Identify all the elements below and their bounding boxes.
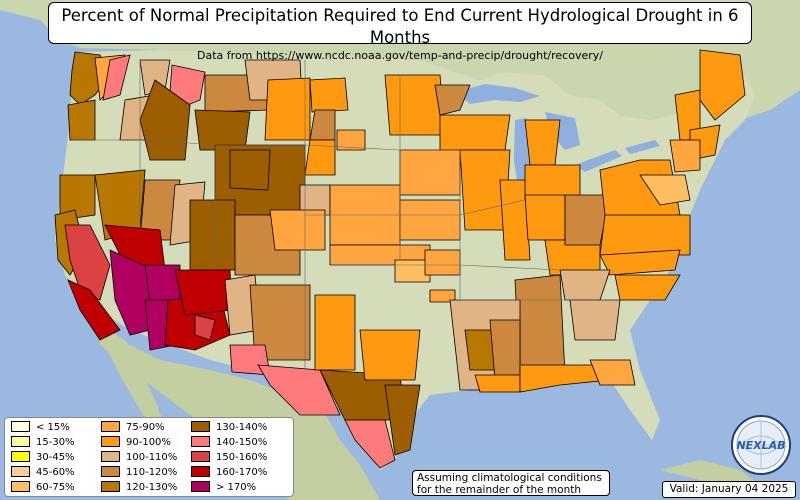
legend-label: 130-140% — [216, 422, 268, 433]
legend-label: 110-120% — [126, 467, 178, 478]
legend-swatch — [101, 435, 120, 447]
legend-swatch — [11, 450, 30, 462]
legend-item: 150-160% — [191, 450, 268, 464]
legend-item: > 170% — [191, 480, 257, 494]
legend-item: 140-150% — [191, 435, 268, 449]
state-boundaries — [72, 60, 620, 370]
legend-label: 140-150% — [216, 437, 268, 448]
legend-swatch — [101, 480, 120, 492]
valid-date: Valid: January 04 2025 — [662, 481, 796, 498]
legend-label: > 170% — [216, 482, 257, 493]
legend-swatch — [11, 420, 30, 432]
legend-swatch — [101, 420, 120, 432]
lake-erie — [575, 150, 622, 172]
legend-label: 75-90% — [126, 422, 165, 433]
map-title: Percent of Normal Precipitation Required… — [61, 6, 739, 47]
legend-label: 100-110% — [126, 452, 178, 463]
legend-label: < 15% — [36, 422, 70, 433]
legend-swatch — [191, 420, 210, 432]
mexico-land — [100, 330, 380, 500]
legend-item: < 15% — [11, 420, 70, 434]
title-box: Percent of Normal Precipitation Required… — [48, 2, 752, 62]
legend-swatch — [191, 435, 210, 447]
note-line-1: Assuming climatological conditions — [417, 472, 602, 484]
legend-item: 90-100% — [101, 435, 171, 449]
legend-item: 30-45% — [11, 450, 75, 464]
lake-ontario — [625, 140, 660, 154]
legend-label: 160-170% — [216, 467, 268, 478]
lake-superior — [455, 84, 540, 104]
legend-item: 160-170% — [191, 465, 268, 479]
legend-item: 100-110% — [101, 450, 178, 464]
legend: < 15% 15-30% 30-45% 45-60% 60-75% 75-90%… — [4, 417, 294, 497]
baja-land — [105, 330, 170, 445]
legend-label: 60-75% — [36, 482, 75, 493]
legend-item: 75-90% — [101, 420, 165, 434]
legend-swatch — [191, 450, 210, 462]
legend-item: 110-120% — [101, 465, 178, 479]
legend-label: 30-45% — [36, 452, 75, 463]
legend-label: 45-60% — [36, 467, 75, 478]
legend-label: 15-30% — [36, 437, 75, 448]
nexlab-logo: NEXLAB — [731, 415, 791, 475]
note-line-2: for the remainder of the month — [417, 484, 582, 496]
legend-swatch — [191, 480, 210, 492]
legend-label: 90-100% — [126, 437, 171, 448]
legend-swatch — [11, 465, 30, 477]
map-subtitle: Data from https://www.ncdc.noaa.gov/temp… — [197, 49, 603, 62]
legend-swatch — [11, 435, 30, 447]
legend-item: 15-30% — [11, 435, 75, 449]
legend-item: 130-140% — [191, 420, 268, 434]
svg-text:NEXLAB: NEXLAB — [736, 439, 785, 452]
legend-item: 60-75% — [11, 480, 75, 494]
legend-label: 120-130% — [126, 482, 178, 493]
legend-swatch — [101, 450, 120, 462]
assumption-note: Assuming climatological conditions for t… — [412, 470, 610, 496]
legend-swatch — [191, 465, 210, 477]
legend-item: 45-60% — [11, 465, 75, 479]
legend-label: 150-160% — [216, 452, 268, 463]
legend-swatch — [101, 465, 120, 477]
legend-item: 120-130% — [101, 480, 178, 494]
legend-swatch — [11, 480, 30, 492]
